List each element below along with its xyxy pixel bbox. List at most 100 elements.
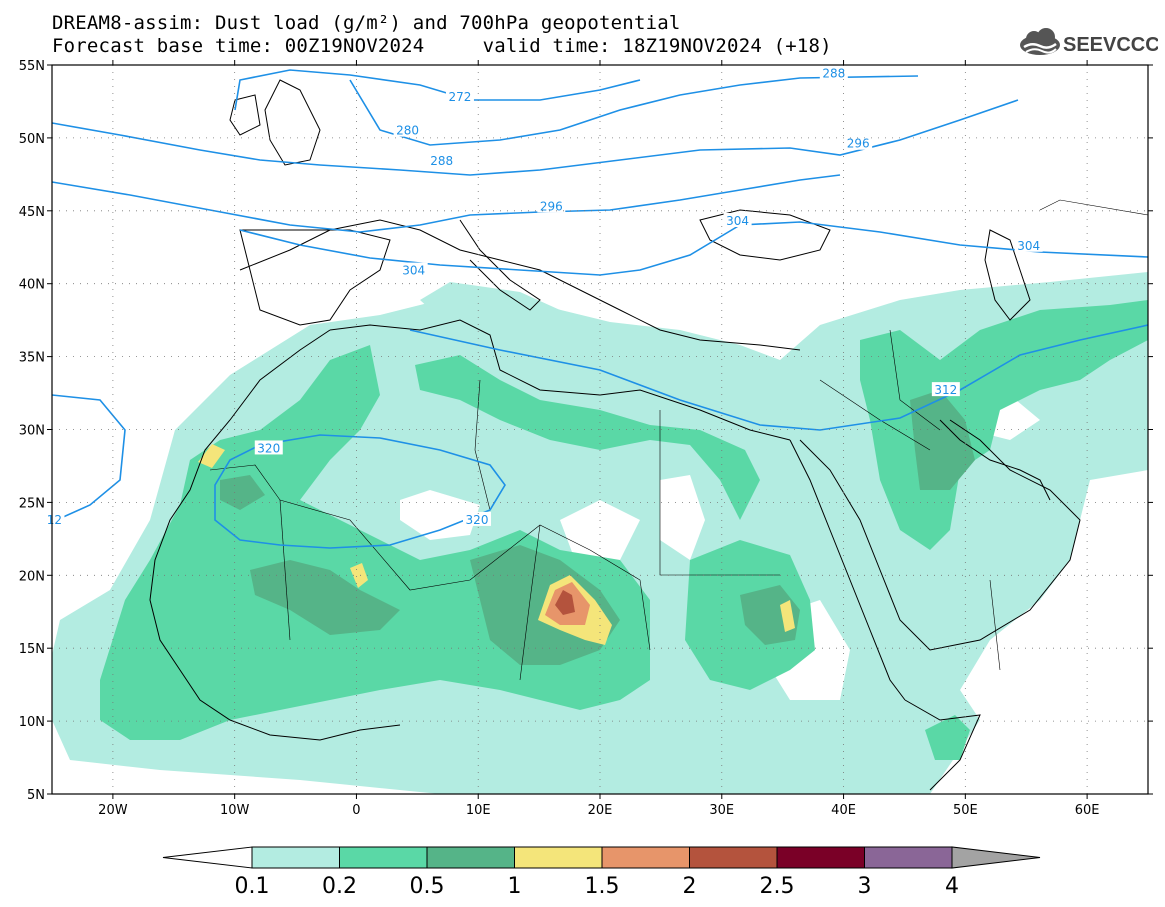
dust-region-2-2.5 bbox=[555, 590, 575, 615]
colorbar-label: 4 bbox=[945, 874, 959, 899]
dust-region-heavy bbox=[910, 390, 975, 490]
lat-label: 40N bbox=[19, 278, 45, 293]
contour-label-bg bbox=[931, 382, 960, 397]
border bbox=[889, 329, 941, 431]
colorbar: 0.1 0.2 0.5 1 1.5 2 2.5 3 4 bbox=[162, 846, 1041, 899]
contour-label-bg bbox=[844, 135, 873, 150]
lat-labels: 55N 50N 45N 40N 35N 30N 25N 20N 15N 10N 5N bbox=[19, 59, 45, 803]
axis-ticks bbox=[47, 60, 1153, 799]
lon-label: 40E bbox=[831, 803, 856, 818]
lon-label: 60E bbox=[1075, 803, 1100, 818]
colorbar-label: 2 bbox=[683, 874, 697, 899]
lat-label: 50N bbox=[19, 132, 45, 147]
contour-label: 304 bbox=[726, 214, 749, 228]
colorbar-label: 3 bbox=[858, 874, 872, 899]
lon-label: 30E bbox=[709, 803, 734, 818]
contour-label-bg bbox=[537, 198, 566, 213]
dust-region-moderate-north bbox=[415, 355, 760, 520]
contour-312-west bbox=[52, 394, 126, 523]
gridlines bbox=[52, 65, 1148, 794]
map-subtitle: Forecast base time: 00Z19NOV2024 valid t… bbox=[52, 35, 832, 57]
colorbar-label: 1.5 bbox=[585, 874, 620, 899]
lat-label: 45N bbox=[19, 205, 45, 220]
lon-label: 10E bbox=[466, 803, 491, 818]
coastline-black-sea bbox=[699, 209, 831, 261]
contour-label: 280 bbox=[396, 124, 419, 138]
contour-labels: 272 280 288 288 296 296 304 304 304 312 320 320 12 bbox=[44, 65, 1043, 527]
contour-label-bg bbox=[463, 511, 492, 526]
contour-296 bbox=[52, 174, 841, 233]
contour-label: 304 bbox=[402, 264, 425, 278]
contour-label-bg bbox=[399, 262, 428, 277]
border bbox=[519, 524, 541, 681]
dust-region-1-1.5 bbox=[350, 563, 368, 588]
contour-label: 304 bbox=[1017, 239, 1040, 253]
colorbar-label: 0.1 bbox=[235, 874, 270, 899]
contour-label: 12 bbox=[47, 513, 62, 527]
colorbar-swatch bbox=[339, 846, 428, 869]
colorbar-swatch bbox=[864, 846, 953, 869]
contour-312 bbox=[409, 324, 1148, 431]
dust-region-heavy bbox=[220, 475, 265, 510]
contour-label: 288 bbox=[430, 154, 453, 168]
coastline-red-sea bbox=[789, 439, 906, 701]
lon-label: 0 bbox=[352, 803, 360, 818]
geopotential-contours bbox=[52, 69, 1148, 549]
lon-labels: 20W 10W 0 10E 20E 30E 40E 50E 60E bbox=[98, 803, 1099, 818]
dust-region-moderate-horn bbox=[925, 715, 970, 760]
contour-label-bg bbox=[1014, 237, 1043, 252]
border bbox=[474, 379, 491, 511]
dust-region-1-1.5 bbox=[198, 444, 225, 468]
dust-shading bbox=[52, 272, 1148, 794]
contour-label-bg bbox=[723, 213, 752, 228]
border bbox=[279, 499, 291, 641]
colorbar-label: 0.5 bbox=[410, 874, 445, 899]
contour-label: 312 bbox=[934, 383, 957, 397]
lon-label: 20E bbox=[588, 803, 613, 818]
coastline-north-africa bbox=[329, 319, 791, 441]
contour-label-bg bbox=[427, 153, 456, 168]
contour-272 bbox=[234, 69, 641, 111]
colorbar-swatch bbox=[514, 846, 603, 869]
coastline-uk bbox=[264, 79, 321, 166]
border bbox=[659, 410, 780, 576]
lat-label: 30N bbox=[19, 424, 45, 439]
clear-patch bbox=[400, 490, 480, 540]
logo-text: SEEVCCC bbox=[1063, 34, 1158, 56]
lat-label: 20N bbox=[19, 569, 45, 584]
lat-label: 55N bbox=[19, 59, 45, 74]
lat-label: 10N bbox=[19, 715, 45, 730]
contour-label: 320 bbox=[466, 513, 489, 527]
colorbar-swatch bbox=[426, 846, 515, 869]
contour-label-bg bbox=[445, 89, 474, 104]
lon-label: 50E bbox=[953, 803, 978, 818]
border bbox=[279, 499, 651, 651]
contour-label: 272 bbox=[449, 90, 472, 104]
coastline-horn bbox=[904, 699, 981, 791]
map-title: DREAM8-assim: Dust load (g/m²) and 700hP… bbox=[52, 12, 681, 34]
contour-304 bbox=[239, 221, 1148, 276]
contour-label-bg bbox=[254, 440, 283, 455]
contour-label: 296 bbox=[847, 137, 870, 151]
lat-label: 35N bbox=[19, 351, 45, 366]
border bbox=[819, 379, 931, 451]
contour-320 bbox=[214, 434, 506, 549]
dust-region-1-1.5 bbox=[780, 600, 795, 632]
coastline-africa-west bbox=[149, 329, 401, 741]
coastline-iberia bbox=[239, 229, 391, 326]
lat-label: 5N bbox=[27, 788, 45, 803]
colorbar-swatch bbox=[776, 846, 865, 869]
colorbar-label: 2.5 bbox=[760, 874, 795, 899]
cloud-logo-icon bbox=[1020, 28, 1060, 55]
colorbar-swatch bbox=[689, 846, 778, 869]
contour-label-bg bbox=[393, 122, 422, 137]
clear-patch bbox=[660, 475, 705, 560]
colorbar-label: 0.2 bbox=[322, 874, 357, 899]
dust-region-heavy bbox=[250, 560, 400, 635]
coastlines bbox=[149, 79, 1081, 791]
coastline-ireland bbox=[229, 94, 261, 136]
colorbar-label: 1 bbox=[508, 874, 522, 899]
contour-label-bg bbox=[819, 65, 848, 80]
lon-label: 20W bbox=[98, 803, 128, 818]
